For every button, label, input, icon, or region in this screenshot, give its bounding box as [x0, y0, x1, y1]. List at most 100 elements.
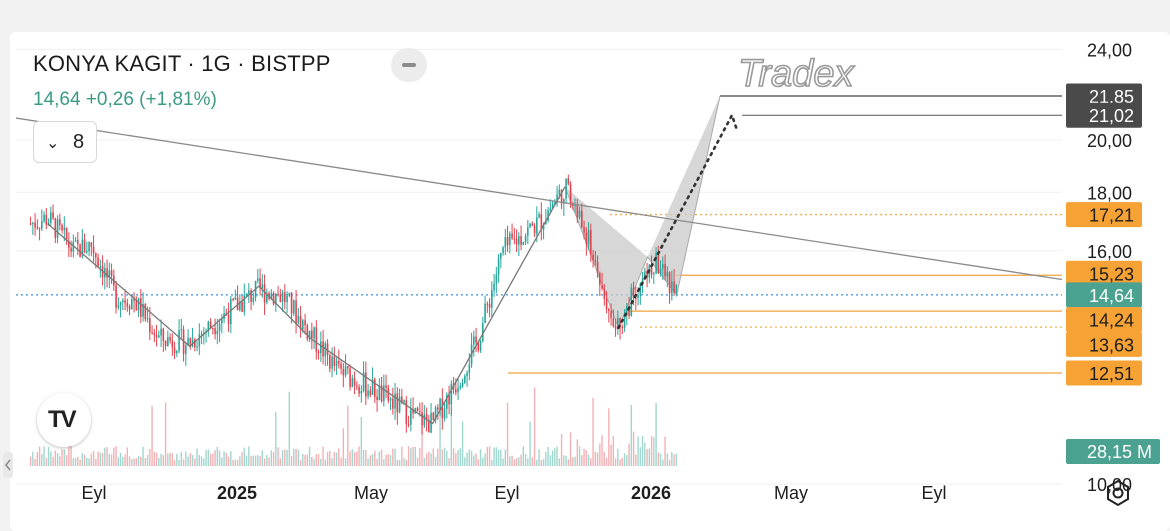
- candle-body: [547, 210, 549, 221]
- candle-body: [491, 290, 493, 308]
- candle-body: [189, 337, 192, 347]
- candle: [497, 254, 500, 283]
- price-label-text: 21,85: [1089, 87, 1134, 107]
- volume-bar: [83, 455, 86, 466]
- indicators-toggle-button[interactable]: ⌄ 8: [33, 121, 97, 163]
- tradingview-logo[interactable]: TV: [37, 393, 91, 447]
- candle-body: [313, 327, 315, 339]
- candle-body: [421, 412, 423, 426]
- candle: [596, 255, 599, 278]
- candle: [214, 318, 216, 340]
- candle-body: [74, 240, 77, 242]
- volume-bar: [635, 454, 637, 466]
- candle: [380, 376, 383, 403]
- volume-bar: [81, 453, 84, 466]
- volume-bar: [610, 444, 612, 466]
- candle: [83, 233, 86, 254]
- candle-body: [425, 414, 428, 421]
- candle-body: [151, 332, 153, 334]
- candle-body: [513, 238, 516, 240]
- candle: [263, 274, 266, 316]
- volume-bar: [653, 437, 655, 466]
- price-label-bg: [1066, 102, 1142, 128]
- candle-body: [135, 301, 138, 311]
- candle: [311, 322, 313, 350]
- candle: [221, 314, 223, 334]
- candle: [308, 330, 311, 342]
- candle: [405, 396, 408, 433]
- candle-body: [383, 385, 385, 402]
- volume-bar: [518, 457, 520, 466]
- candle: [475, 327, 477, 353]
- candle-body: [293, 300, 295, 314]
- volume-bar: [221, 457, 223, 466]
- candle-body: [653, 273, 655, 275]
- candle-body: [369, 390, 372, 395]
- candle-body: [533, 225, 536, 234]
- candle: [38, 227, 41, 241]
- candle: [504, 228, 507, 256]
- volume-bar: [245, 455, 248, 466]
- candle-body: [428, 420, 430, 433]
- volume-bar: [506, 402, 509, 466]
- volume-bar: [79, 459, 81, 466]
- candle-body: [412, 409, 414, 414]
- x-tick-label: Eyl: [921, 483, 946, 503]
- volume-bar: [374, 450, 376, 466]
- candle: [556, 186, 558, 207]
- candle-body: [398, 396, 401, 413]
- price-label-bg: [1066, 307, 1142, 333]
- candle: [614, 318, 617, 337]
- candle-body: [641, 278, 644, 284]
- candle: [621, 324, 624, 335]
- settings-icon[interactable]: [1103, 478, 1133, 508]
- volume-bar: [234, 459, 237, 466]
- candle-body: [245, 293, 248, 296]
- volume-bar: [41, 454, 43, 466]
- candle-body: [637, 295, 639, 299]
- volume-bar: [63, 449, 66, 466]
- x-tick-label: Eyl: [494, 483, 519, 503]
- candle-body: [619, 317, 621, 327]
- candle: [396, 387, 399, 425]
- candle-body: [596, 261, 599, 274]
- volume-bar: [529, 421, 531, 466]
- candle-body: [500, 252, 502, 259]
- volume-bar: [178, 459, 180, 466]
- candle: [635, 286, 637, 311]
- volume-bar: [356, 451, 358, 466]
- candle-body: [227, 314, 230, 325]
- candle-body: [675, 284, 678, 294]
- volume-bar: [308, 446, 311, 466]
- collapse-arrow-icon[interactable]: [3, 452, 13, 478]
- volume-bar: [473, 455, 475, 466]
- volume-bar: [340, 457, 342, 466]
- volume-bar: [493, 447, 495, 466]
- candle-body: [360, 391, 363, 394]
- candle-body: [257, 278, 259, 281]
- candle: [675, 284, 678, 297]
- candle: [385, 374, 387, 399]
- candle-body: [119, 301, 122, 306]
- candle: [36, 219, 39, 230]
- volume-bar: [630, 404, 633, 466]
- menu-icon[interactable]: [391, 48, 427, 82]
- volume-bar: [446, 450, 448, 466]
- candle: [360, 385, 363, 403]
- candle-body: [180, 329, 183, 331]
- candle: [353, 371, 356, 395]
- candle: [578, 206, 581, 220]
- candle-body: [126, 302, 129, 307]
- volume-bar: [376, 458, 378, 466]
- candle: [630, 283, 633, 317]
- volume-bar: [358, 446, 360, 466]
- volume-bar: [459, 448, 462, 466]
- volume-bar: [68, 435, 70, 466]
- volume-bar: [560, 433, 563, 466]
- candle-body: [666, 272, 669, 277]
- volume-bar: [554, 448, 556, 466]
- volume-bar: [437, 448, 439, 466]
- volume-bar: [54, 450, 57, 466]
- symbol-title[interactable]: KONYA KAGIT · 1G · BISTPP: [33, 51, 331, 76]
